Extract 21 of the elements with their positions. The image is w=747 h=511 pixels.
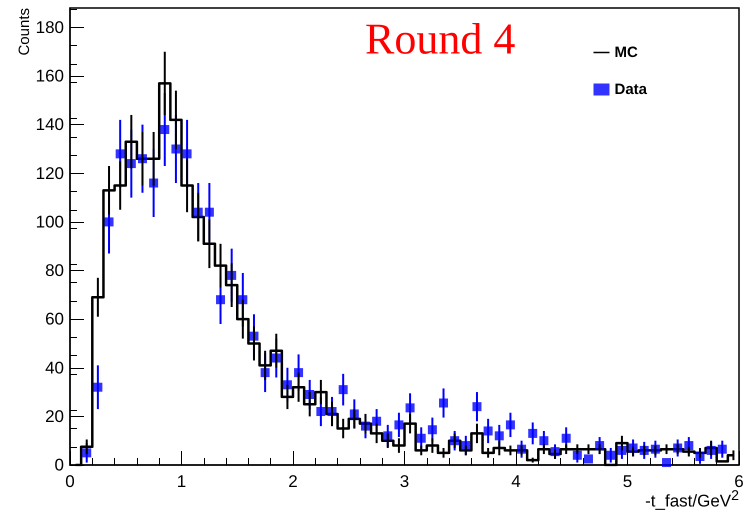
- y-tick-label: 40: [45, 358, 64, 378]
- x-tick-label: 4: [511, 472, 521, 491]
- y-tick-label: 0: [54, 456, 64, 474]
- y-tick-label: 100: [36, 212, 64, 232]
- legend-label: MC: [614, 44, 638, 61]
- y-tick-label: 120: [36, 164, 64, 183]
- x-axis-title: -t_fast/GeV$^{2}$: [645, 488, 739, 511]
- x-tick-label: 1: [176, 472, 186, 491]
- y-tick-label: 160: [36, 66, 64, 86]
- y-tick-label: 140: [36, 115, 64, 134]
- x-tick-label: 2: [288, 472, 298, 491]
- y-tick-label: 80: [45, 261, 64, 280]
- x-tick-label: 3: [400, 472, 410, 491]
- legend-label: Data: [614, 81, 648, 98]
- y-tick-label: 180: [36, 18, 64, 37]
- x-tick-label: 6: [734, 472, 744, 491]
- y-axis-title: Counts: [16, 8, 33, 56]
- x-tick-label: 5: [622, 472, 632, 491]
- y-tick-label: 20: [45, 406, 64, 426]
- chart-title: Round 4: [365, 14, 516, 64]
- y-tick-label: 60: [45, 310, 64, 329]
